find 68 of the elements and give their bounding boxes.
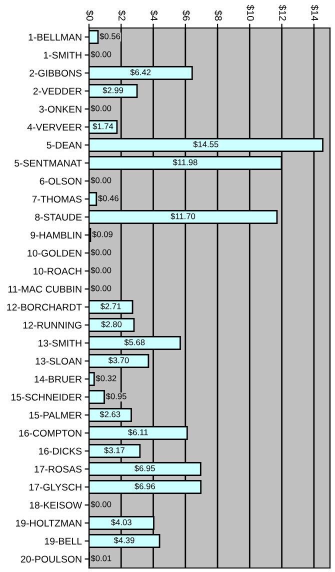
data-label: $0.46 (98, 194, 118, 202)
y-tick-label: 18-KEISOW (30, 502, 82, 509)
y-tick-label: 13-SLOAN (36, 358, 82, 365)
y-tick-label: 10-GOLDEN (28, 250, 82, 257)
data-label: $2.80 (101, 320, 122, 328)
y-tick-label: 7-THOMAS (32, 196, 82, 203)
x-tick-label: $2 (118, 10, 126, 21)
y-tick-label: 15-SCHNEIDER (11, 394, 82, 401)
y-tick-label: 17-GLYSCH (29, 484, 82, 491)
data-label: $6.42 (130, 68, 151, 76)
y-tick-label: 13-SMITH (38, 340, 82, 347)
data-label: $0.09 (92, 230, 113, 238)
y-tick-label: 9-HAMBLIN (30, 232, 82, 239)
x-tick-label: $0 (86, 10, 94, 21)
y-tick-label: 8-STAUDE (35, 214, 82, 221)
data-label: $0.01 (90, 554, 112, 562)
x-tick-label: $14 (310, 4, 319, 21)
y-tick-label: 2-VEDDER (33, 88, 82, 95)
data-label: $11.98 (172, 158, 198, 166)
x-tick-label: $6 (182, 10, 190, 21)
data-label: $0.00 (90, 266, 112, 274)
y-tick-label: 11-MAC CUBBIN (8, 286, 82, 293)
y-tick-label: 19-BELL (44, 538, 82, 545)
data-label: $6.95 (134, 464, 155, 472)
data-label: $6.11 (128, 428, 148, 436)
y-tick-label: 5-SENTMANAT (14, 160, 82, 167)
data-label: $0.00 (90, 50, 112, 58)
x-tick-label: $12 (278, 4, 286, 21)
data-label: $3.17 (104, 446, 124, 454)
y-tick-label: 19-HOLTZMAN (16, 520, 82, 527)
y-tick-label: 4-VERVEER (27, 124, 82, 131)
data-label: $1.74 (92, 122, 114, 130)
x-tick-label: $8 (214, 10, 222, 21)
data-label: $2.63 (100, 410, 120, 418)
data-label: $0.95 (106, 392, 126, 400)
y-tick-label: 20-POULSON (20, 556, 82, 563)
y-tick-label: 12-RUNNING (23, 322, 82, 329)
data-label: $3.70 (108, 356, 129, 364)
data-label: $0.32 (96, 374, 116, 382)
y-tick-label: 16-COMPTON (19, 430, 82, 437)
data-label: $0.00 (90, 284, 112, 292)
data-label: $14.55 (193, 140, 218, 148)
x-tick-label: $4 (150, 10, 158, 21)
y-tick-label: 2-GIBBONS (30, 70, 82, 77)
data-label: $0.56 (100, 32, 120, 40)
y-tick-label: 14-BRUER (34, 376, 82, 383)
data-label: $11.70 (170, 212, 196, 220)
y-tick-label: 16-DICKS (39, 448, 82, 455)
y-tick-label: 1-BELLMAN (28, 34, 82, 41)
x-tick-label: $10 (246, 4, 254, 21)
data-label: $5.68 (124, 338, 145, 346)
data-label: $0.00 (90, 104, 112, 112)
y-tick-label: 3-ONKEN (39, 106, 82, 113)
data-label: $0.00 (90, 248, 112, 256)
data-label: $2.99 (102, 86, 124, 94)
y-tick-label: 6-OLSON (40, 178, 82, 185)
data-label: $0.00 (90, 176, 112, 184)
data-label: $0.00 (90, 500, 112, 508)
y-tick-label: 10-ROACH (34, 268, 82, 275)
data-label: $6.96 (134, 482, 155, 490)
data-label: $4.03 (111, 518, 132, 526)
y-tick-label: 12-BORCHARDT (7, 304, 82, 311)
y-tick-label: 15-PALMER (29, 412, 82, 419)
y-tick-label: 17-ROSAS (34, 466, 82, 473)
data-label: $4.39 (114, 536, 134, 544)
y-tick-label: 5-DEAN (46, 142, 82, 149)
y-tick-label: 1-SMITH (44, 52, 82, 59)
data-label: $2.71 (100, 302, 121, 310)
